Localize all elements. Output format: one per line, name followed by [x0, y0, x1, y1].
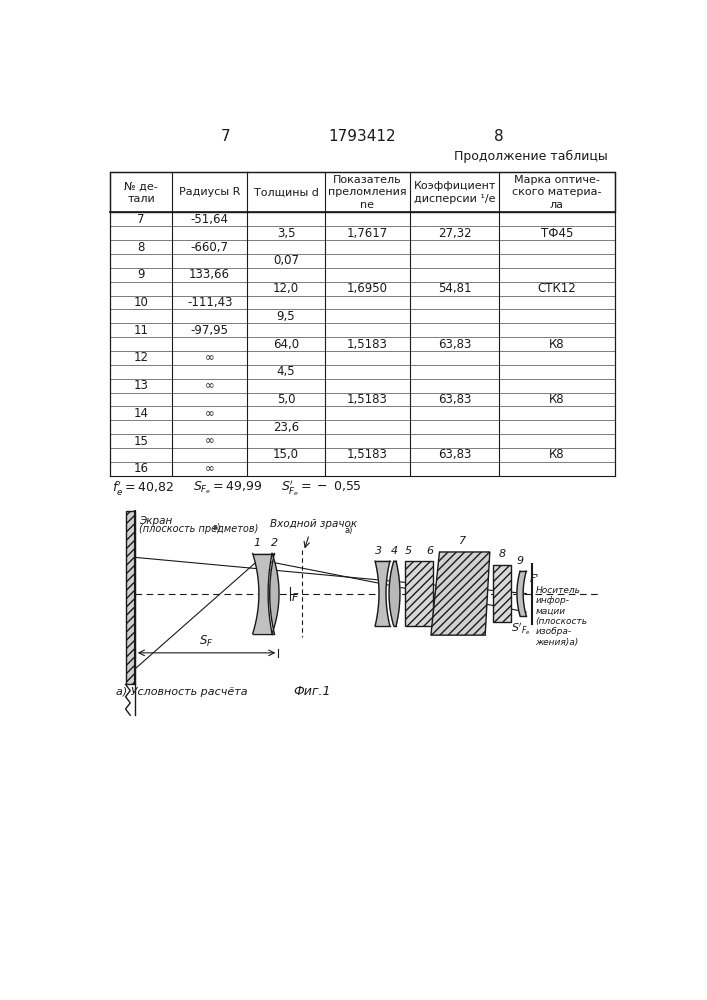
- Text: 27,32: 27,32: [438, 227, 472, 240]
- Text: 2: 2: [271, 538, 278, 548]
- Text: 4,5: 4,5: [276, 365, 296, 378]
- Text: $S'_{F_e}$: $S'_{F_e}$: [510, 622, 531, 638]
- Text: 54,81: 54,81: [438, 282, 472, 295]
- Text: 63,83: 63,83: [438, 393, 472, 406]
- Text: ∞: ∞: [205, 407, 214, 420]
- Text: 1,5183: 1,5183: [347, 448, 388, 461]
- Text: ∞: ∞: [205, 462, 214, 475]
- Polygon shape: [389, 561, 400, 626]
- Text: (плоскость предметов): (плоскость предметов): [139, 524, 258, 534]
- Text: -97,95: -97,95: [191, 324, 228, 337]
- Text: -51,64: -51,64: [191, 213, 228, 226]
- Text: 63,83: 63,83: [438, 448, 472, 461]
- Text: 8: 8: [494, 129, 504, 144]
- Text: 14: 14: [134, 407, 148, 420]
- Text: 9: 9: [517, 556, 524, 566]
- Text: 64,0: 64,0: [273, 338, 299, 351]
- Polygon shape: [517, 571, 526, 616]
- Text: 1793412: 1793412: [328, 129, 396, 144]
- Text: 8: 8: [498, 549, 506, 559]
- Text: Радиусы R: Радиусы R: [179, 187, 240, 197]
- Text: 6: 6: [426, 546, 433, 556]
- Text: Продолжение таблицы: Продолжение таблицы: [454, 150, 607, 163]
- Text: 11: 11: [134, 324, 148, 337]
- Text: 5,0: 5,0: [276, 393, 296, 406]
- Text: 23,6: 23,6: [273, 421, 299, 434]
- Bar: [110, 172, 614, 212]
- Text: 1: 1: [254, 538, 261, 548]
- Bar: [493, 565, 510, 622]
- Text: 10: 10: [134, 296, 148, 309]
- Text: 13: 13: [134, 379, 148, 392]
- Text: -111,43: -111,43: [187, 296, 233, 309]
- Text: 9,5: 9,5: [276, 310, 296, 323]
- Text: Показатель
преломления
ne: Показатель преломления ne: [328, 175, 407, 210]
- Text: F: F: [291, 593, 298, 603]
- Text: 12,0: 12,0: [273, 282, 299, 295]
- Text: 5: 5: [405, 546, 412, 556]
- Bar: [126, 511, 135, 684]
- Text: $f_e' = 40{,}82$: $f_e' = 40{,}82$: [112, 479, 173, 497]
- Text: К8: К8: [549, 338, 565, 351]
- Text: 1,6950: 1,6950: [347, 282, 388, 295]
- Text: Коэффициент
дисперсии ¹/e: Коэффициент дисперсии ¹/e: [414, 181, 496, 204]
- Text: а): а): [344, 526, 353, 535]
- Text: 16: 16: [134, 462, 148, 475]
- Text: 1,7617: 1,7617: [346, 227, 388, 240]
- Text: Носитель
инфор-
мации
(плоскость
изобра-
жения)а): Носитель инфор- мации (плоскость изобра-…: [535, 586, 588, 647]
- Text: 7: 7: [221, 129, 230, 144]
- Text: К8: К8: [549, 393, 565, 406]
- Polygon shape: [375, 561, 390, 626]
- Polygon shape: [252, 554, 272, 634]
- Text: 7: 7: [137, 213, 145, 226]
- Text: 15: 15: [134, 435, 148, 448]
- Text: а): а): [212, 523, 221, 532]
- Text: Фиг.1: Фиг.1: [293, 685, 332, 698]
- Text: ТФ45: ТФ45: [541, 227, 573, 240]
- Text: Марка оптиче-
ского материа-
ла: Марка оптиче- ского материа- ла: [512, 175, 602, 210]
- Text: 1,5183: 1,5183: [347, 393, 388, 406]
- Text: 1,5183: 1,5183: [347, 338, 388, 351]
- Text: 0,07: 0,07: [273, 254, 299, 267]
- Polygon shape: [431, 552, 490, 635]
- Text: 8: 8: [137, 241, 145, 254]
- Text: 3: 3: [375, 546, 382, 556]
- Text: а) Условность расчёта: а) Условность расчёта: [115, 687, 247, 697]
- Text: $S_{F_e} = 49{,}99$: $S_{F_e} = 49{,}99$: [193, 480, 262, 496]
- Text: Входной зрачок: Входной зрачок: [269, 519, 357, 529]
- Text: F': F': [530, 574, 539, 584]
- Text: 4: 4: [391, 546, 398, 556]
- Text: 7: 7: [459, 536, 466, 546]
- Text: 63,83: 63,83: [438, 338, 472, 351]
- Text: ∞: ∞: [205, 435, 214, 448]
- Text: 133,66: 133,66: [189, 268, 230, 281]
- Text: 9: 9: [137, 268, 145, 281]
- Text: СТК12: СТК12: [537, 282, 576, 295]
- Text: 12: 12: [134, 351, 148, 364]
- Text: № де-
тали: № де- тали: [124, 181, 158, 204]
- Text: ∞: ∞: [205, 379, 214, 392]
- Polygon shape: [270, 554, 279, 634]
- Text: ∞: ∞: [205, 351, 214, 364]
- Text: Экран: Экран: [139, 516, 172, 526]
- Text: К8: К8: [549, 448, 565, 461]
- Text: $S_{F_e}' = -\ 0{,}55$: $S_{F_e}' = -\ 0{,}55$: [281, 478, 361, 498]
- Bar: [404, 561, 433, 626]
- Text: 15,0: 15,0: [273, 448, 299, 461]
- Text: 3,5: 3,5: [276, 227, 296, 240]
- Text: $S_F$: $S_F$: [199, 634, 214, 649]
- Text: Толщины d: Толщины d: [254, 187, 318, 197]
- Text: -660,7: -660,7: [191, 241, 228, 254]
